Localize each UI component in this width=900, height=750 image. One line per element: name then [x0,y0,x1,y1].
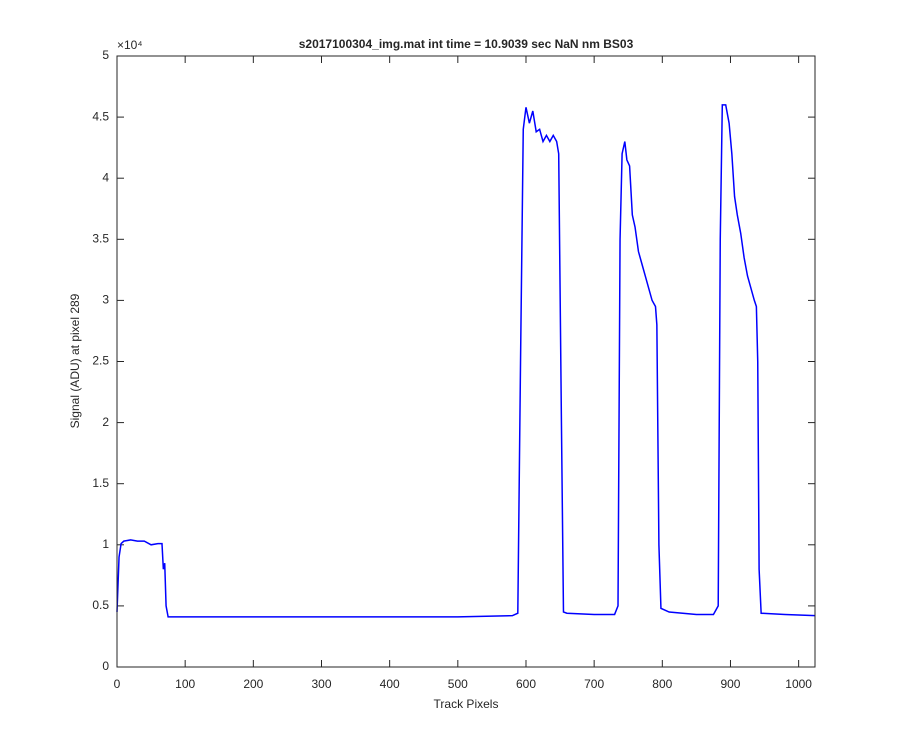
x-tick-label: 400 [380,677,400,691]
plot-frame [116,55,816,668]
y-tick-label: 2 [102,415,109,429]
y-tick-label: 0.5 [92,598,109,612]
y-exponent: ×10⁴ [117,38,143,52]
y-tick-label: 1 [102,537,109,551]
x-tick-label: 300 [311,677,331,691]
x-tick-label: 500 [448,677,468,691]
y-axis-label: Signal (ADU) at pixel 289 [68,293,82,428]
x-tick-label: 900 [720,677,740,691]
x-tick-label: 0 [114,677,121,691]
y-tick-label: 3 [102,293,109,307]
x-axis-label: Track Pixels [434,697,499,711]
chart-title: s2017100304_img.mat int time = 10.9039 s… [299,37,634,51]
y-tick-label: 1.5 [92,476,109,490]
y-tick-label: 4 [102,170,109,184]
x-tick-label: 1000 [785,677,812,691]
x-tick-label: 700 [584,677,604,691]
data-line [116,104,816,618]
x-tick-label: 100 [175,677,195,691]
y-tick-label: 2.5 [92,354,109,368]
y-tick-label: 5 [102,48,109,62]
y-tick-label: 4.5 [92,109,109,123]
y-tick-label: 0 [102,659,109,673]
x-tick-label: 200 [243,677,263,691]
x-tick-label: 600 [516,677,536,691]
y-tick-label: 3.5 [92,231,109,245]
x-tick-label: 800 [652,677,672,691]
